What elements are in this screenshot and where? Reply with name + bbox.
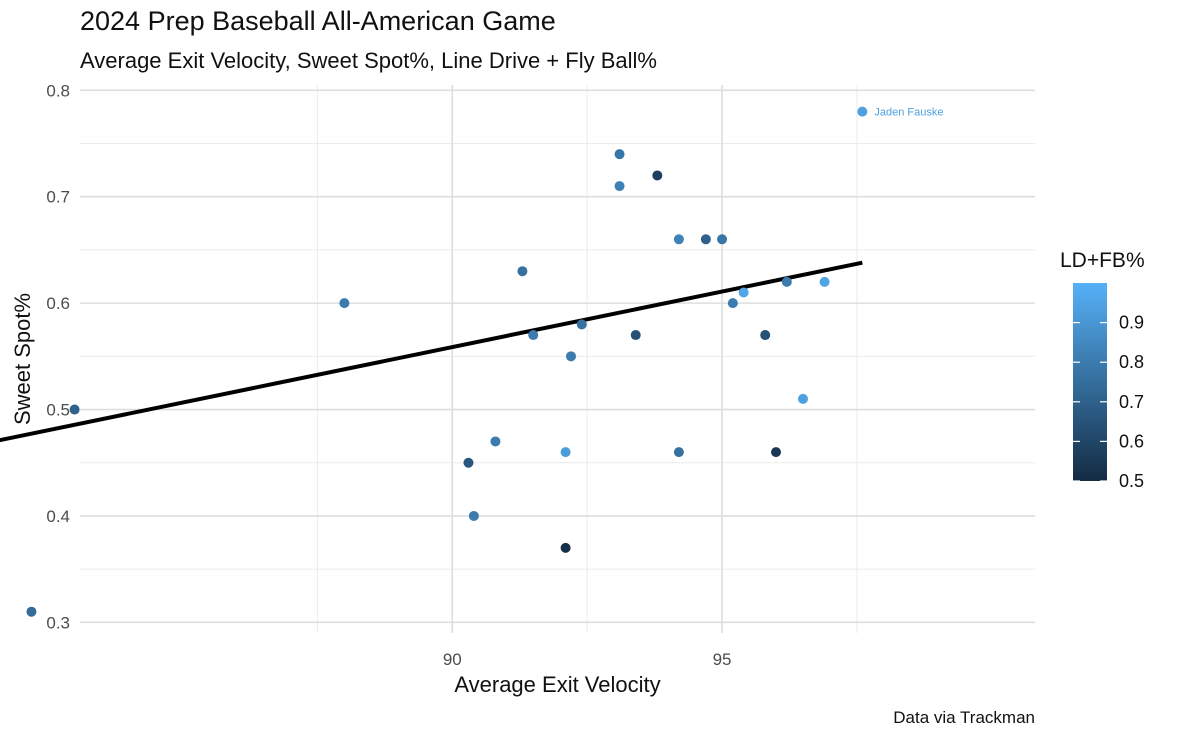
trend-line-group: [0, 260, 863, 443]
y-tick-label: 0.7: [46, 188, 70, 207]
x-axis-ticks: 90 95: [443, 650, 732, 669]
x-axis-label: Average Exit Velocity: [454, 672, 660, 697]
data-point: [517, 266, 528, 277]
data-point: [528, 330, 539, 341]
legend-tick-label: 0.9: [1119, 313, 1144, 333]
x-tick-label: 95: [713, 650, 732, 669]
y-tick-label: 0.5: [46, 401, 70, 420]
data-point: [490, 436, 501, 447]
data-point: [560, 542, 571, 553]
data-point: [819, 276, 830, 287]
legend-tick-label: 0.8: [1119, 352, 1144, 372]
x-tick-label: 90: [443, 650, 462, 669]
legend-tick-label: 0.7: [1119, 392, 1144, 412]
data-point: [700, 234, 711, 245]
point-label: Jaden Fauske: [874, 107, 943, 119]
data-point: [673, 447, 684, 458]
legend-colorbar: [1073, 283, 1107, 481]
data-point: [576, 319, 587, 330]
legend-ticks: 0.5 0.6 0.7 0.8 0.9: [1073, 313, 1144, 491]
color-legend: LD+FB% 0.5 0.6 0.7 0.8 0.9: [1060, 249, 1145, 491]
data-point: [727, 298, 738, 309]
grid-lines: [80, 85, 1035, 633]
chart-title: 2024 Prep Baseball All-American Game: [80, 6, 556, 36]
data-point: [560, 447, 571, 458]
data-point: [760, 330, 771, 341]
data-point: [652, 170, 663, 181]
data-point: [26, 606, 37, 617]
y-axis-ticks: 0.3 0.4 0.5 0.6 0.7 0.8: [46, 81, 70, 632]
data-point: [781, 276, 792, 287]
data-point: [797, 393, 808, 404]
data-point: [468, 510, 479, 521]
data-points: [26, 106, 868, 617]
data-point: [69, 404, 80, 415]
trend-line: [0, 260, 863, 443]
y-tick-label: 0.4: [46, 507, 70, 526]
data-point: [738, 287, 749, 298]
legend-tick-label: 0.5: [1119, 471, 1144, 491]
data-point: [614, 181, 625, 192]
data-point: [630, 330, 641, 341]
y-axis-label: Sweet Spot%: [10, 293, 35, 425]
legend-title: LD+FB%: [1060, 249, 1145, 272]
y-tick-label: 0.3: [46, 613, 70, 632]
data-point: [565, 351, 576, 362]
chart-subtitle: Average Exit Velocity, Sweet Spot%, Line…: [80, 48, 657, 73]
y-tick-label: 0.8: [46, 81, 70, 100]
data-point: [463, 457, 474, 468]
data-point: [857, 106, 868, 117]
data-point: [339, 298, 350, 309]
point-annotations: Jaden Fauske: [874, 107, 943, 119]
data-point: [717, 234, 728, 245]
chart-caption: Data via Trackman: [893, 708, 1035, 727]
y-tick-label: 0.6: [46, 294, 70, 313]
data-point: [771, 447, 782, 458]
data-point: [673, 234, 684, 245]
legend-tick-label: 0.6: [1119, 431, 1144, 451]
data-point: [614, 149, 625, 160]
